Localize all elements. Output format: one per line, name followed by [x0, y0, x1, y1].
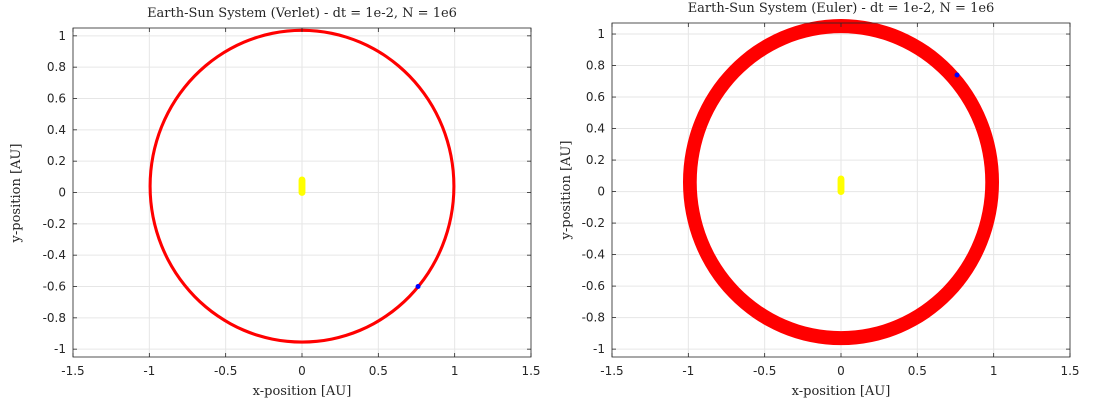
x-tick-label: -1 [682, 364, 694, 378]
x-tick-labels: -1.5 -1 -0.5 0 0.5 1 1.5 [61, 364, 540, 378]
y-tick-label: -1 [54, 342, 66, 356]
y-tick-label: 0.8 [47, 60, 66, 74]
y-tick-label: -0.8 [582, 311, 605, 325]
x-tick-label: 1 [990, 364, 998, 378]
y-tick-label: -0.8 [43, 311, 66, 325]
x-axis-label: x-position [AU] [253, 384, 352, 399]
data-marks [148, 28, 456, 344]
x-axis-label: x-position [AU] [792, 384, 891, 399]
y-tick-label: -0.2 [43, 217, 66, 231]
x-tick-label: 1 [451, 364, 459, 378]
earth-current-position [954, 72, 960, 78]
x-tick-label: -1 [143, 364, 155, 378]
y-tick-label: 0.6 [47, 92, 66, 106]
data-marks [682, 19, 1000, 346]
x-tick-label: 0 [298, 364, 306, 378]
chart-title: Earth-Sun System (Verlet) - dt = 1e-2, N… [147, 6, 457, 21]
y-tick-label: 0 [58, 186, 66, 200]
x-tick-label: 1.5 [521, 364, 540, 378]
y-tick-label: -0.6 [43, 280, 66, 294]
y-tick-label: 1 [597, 27, 605, 41]
x-tick-label: -0.5 [214, 364, 237, 378]
y-tick-label: -0.4 [582, 248, 605, 262]
y-tick-labels: -1 -0.8 -0.6 -0.4 -0.2 0 0.2 0.4 0.6 0.8 1 [582, 27, 605, 356]
chart-panel-euler: Earth-Sun System (Euler) - dt = 1e-2, N … [559, 1, 1080, 399]
chart-panel-verlet: Earth-Sun System (Verlet) - dt = 1e-2, N… [9, 6, 541, 399]
y-axis-label: y-position [AU] [559, 141, 574, 241]
y-tick-label: 0.4 [47, 123, 66, 137]
y-tick-labels: -1 -0.8 -0.6 -0.4 -0.2 0 0.2 0.4 0.6 0.8 1 [43, 29, 66, 356]
y-axis-label: y-position [AU] [9, 144, 24, 244]
sun-trail [837, 175, 845, 196]
y-tick-label: -1 [593, 342, 605, 356]
y-tick-label: 0.4 [586, 122, 605, 136]
sun-trail [298, 176, 306, 196]
chart-title: Earth-Sun System (Euler) - dt = 1e-2, N … [688, 1, 995, 16]
x-tick-label: -0.5 [753, 364, 776, 378]
x-tick-label: 0.5 [369, 364, 388, 378]
tick-marks [611, 23, 1071, 357]
tick-marks [72, 28, 532, 357]
x-tick-label: 0 [837, 364, 845, 378]
x-tick-labels: -1.5 -1 -0.5 0 0.5 1 1.5 [600, 364, 1079, 378]
y-tick-label: 0.2 [586, 153, 605, 167]
x-tick-label: 1.5 [1060, 364, 1079, 378]
y-tick-label: 0.6 [586, 90, 605, 104]
y-tick-label: 0 [597, 185, 605, 199]
y-tick-label: 0.8 [586, 59, 605, 73]
y-tick-label: 1 [58, 29, 66, 43]
x-tick-label: 0.5 [908, 364, 927, 378]
x-tick-label: -1.5 [61, 364, 84, 378]
y-tick-label: -0.4 [43, 248, 66, 262]
y-tick-label: -0.2 [582, 216, 605, 230]
y-tick-label: 0.2 [47, 154, 66, 168]
earth-current-position [415, 284, 421, 289]
x-tick-label: -1.5 [600, 364, 623, 378]
y-tick-label: -0.6 [582, 279, 605, 293]
